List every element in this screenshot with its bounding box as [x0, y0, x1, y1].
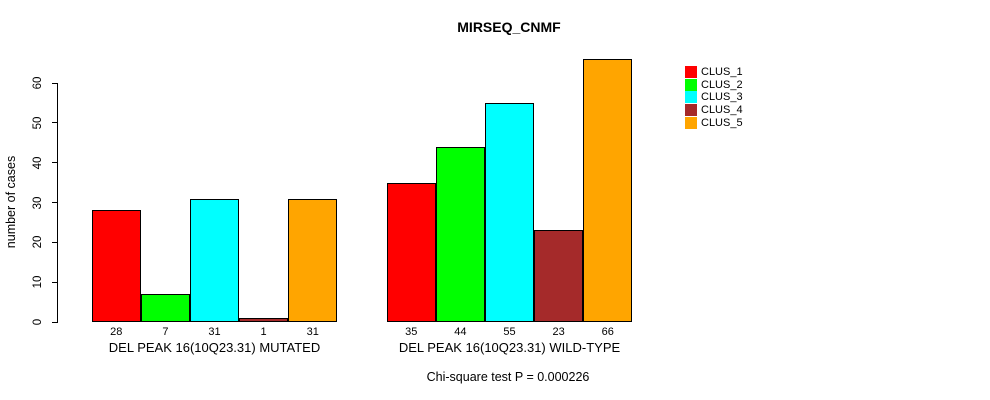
legend-swatch — [685, 78, 697, 91]
legend-item: CLUS_2 — [685, 78, 743, 91]
y-axis-tick-label: 40 — [32, 156, 44, 170]
y-axis-tick-label: 60 — [32, 76, 44, 90]
y-axis-line — [57, 83, 58, 323]
y-axis-tick — [52, 321, 57, 323]
legend-item: CLUS_1 — [685, 66, 743, 78]
legend-label: CLUS_2 — [701, 78, 743, 91]
y-axis-tick — [52, 122, 57, 124]
bar-value-label: 28 — [110, 326, 123, 338]
bar-clus_1-wild-type — [386, 182, 436, 322]
legend-label: CLUS_1 — [701, 66, 743, 78]
bar-value-label: 7 — [162, 326, 169, 338]
legend-swatch — [685, 91, 697, 104]
bar-value-label: 35 — [405, 326, 418, 338]
bar-clus_5-mutated — [288, 198, 338, 322]
bar-clus_3-wild-type — [484, 102, 535, 322]
legend-label: CLUS_5 — [701, 116, 743, 129]
y-axis-tick — [52, 281, 57, 283]
legend: CLUS_1 CLUS_2 CLUS_3 CLUS_4 CLUS_5 — [685, 66, 743, 129]
bar-clus_2-wild-type — [435, 146, 485, 322]
y-axis-tick — [52, 241, 57, 243]
bar-clus_1-mutated — [91, 210, 141, 322]
legend-swatch — [685, 104, 697, 117]
legend-label: CLUS_3 — [701, 91, 743, 104]
y-axis-tick-label: 30 — [32, 196, 44, 209]
legend-item: CLUS_3 — [685, 91, 743, 104]
legend-label: CLUS_4 — [701, 104, 743, 117]
y-axis-tick-label: 10 — [32, 275, 44, 289]
bar-value-label: 55 — [503, 326, 516, 338]
bar-value-label: 23 — [552, 326, 565, 338]
group-label: DEL PEAK 16(10Q23.31) MUTATED — [108, 340, 321, 355]
y-axis-tick-label: 50 — [32, 116, 44, 130]
bar-clus_2-mutated — [140, 294, 190, 322]
chi-square-caption: Chi-square test P = 0.000226 — [426, 370, 590, 384]
legend-swatch — [685, 66, 697, 78]
bar-clus_4-wild-type — [534, 230, 584, 322]
y-axis-tick-label: 0 — [32, 318, 44, 326]
bar-value-label: 31 — [306, 326, 319, 338]
legend-swatch — [685, 116, 697, 129]
y-axis-label: number of cases — [4, 155, 18, 249]
legend-item: CLUS_4 — [685, 104, 743, 117]
bar-clus_4-mutated — [239, 318, 289, 322]
y-axis-tick-label: 20 — [32, 235, 44, 249]
bar-clus_3-mutated — [189, 198, 240, 322]
legend-item: CLUS_5 — [685, 116, 743, 129]
bar-value-label: 66 — [601, 326, 614, 338]
bar-clus_5-wild-type — [583, 59, 633, 322]
group-label: DEL PEAK 16(10Q23.31) WILD-TYPE — [398, 340, 621, 355]
bar-value-label: 44 — [454, 326, 467, 338]
y-axis-tick — [52, 162, 57, 164]
y-axis-tick — [52, 202, 57, 203]
chart-title: MIRSEQ_CNMF — [457, 19, 561, 35]
bar-value-label: 1 — [260, 326, 267, 338]
y-axis-tick — [52, 82, 57, 84]
bar-value-label: 31 — [208, 326, 221, 338]
